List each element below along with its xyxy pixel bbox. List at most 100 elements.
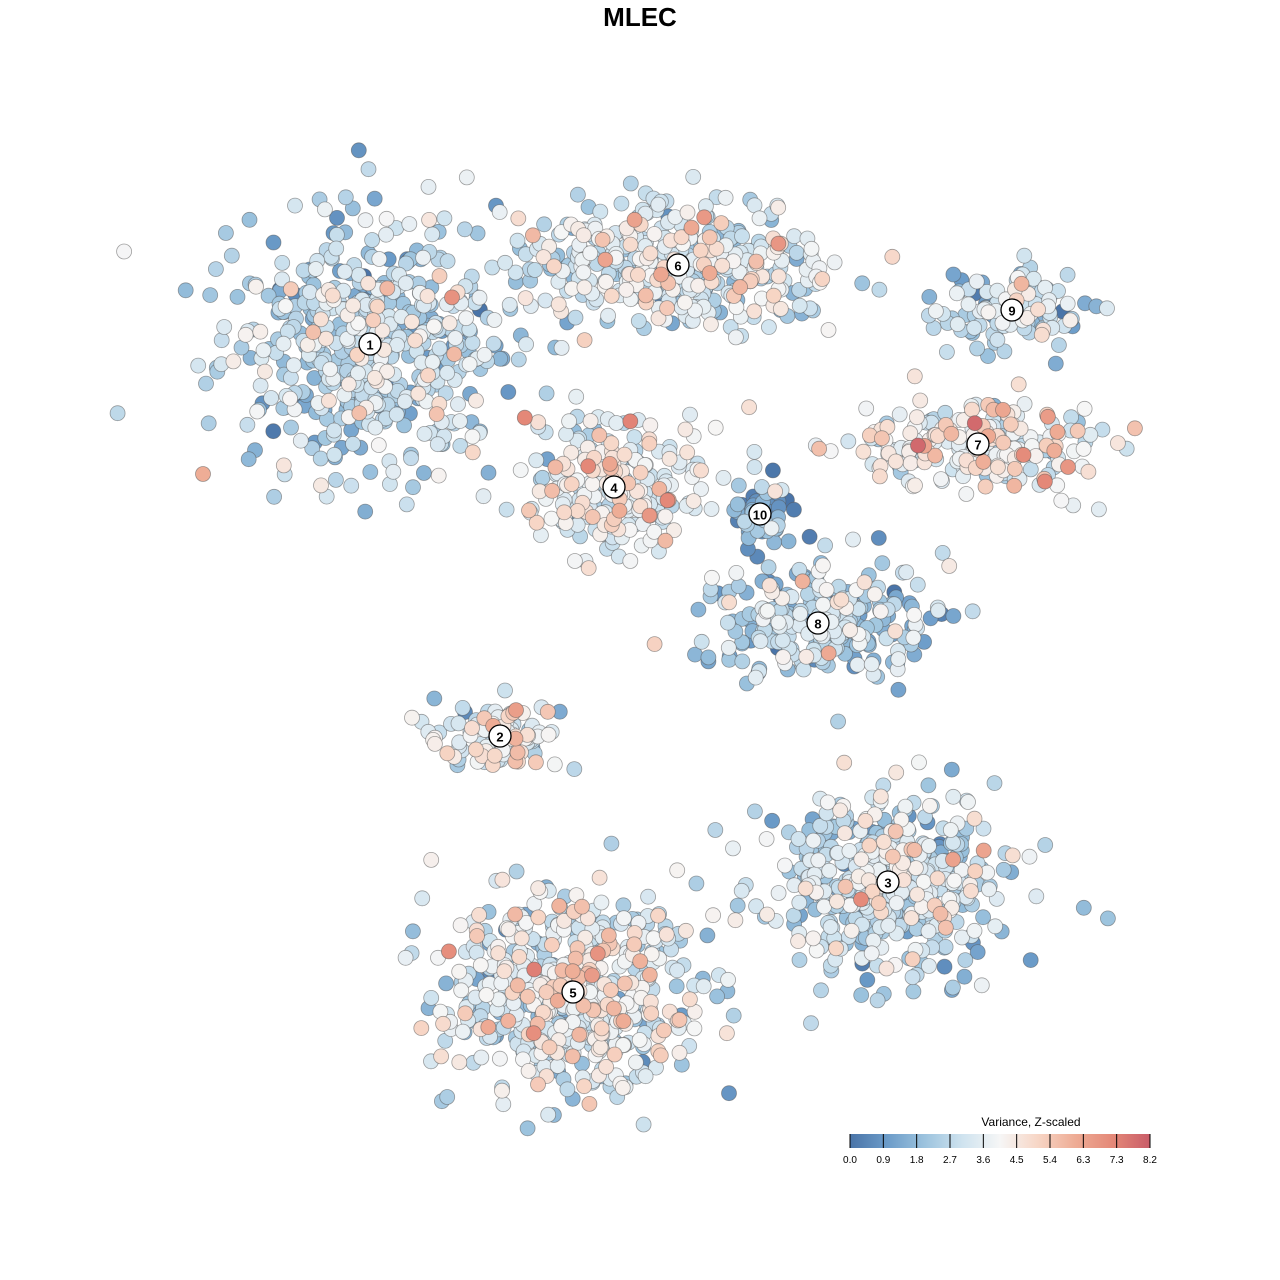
data-point <box>534 469 551 486</box>
data-point <box>657 508 674 525</box>
data-point <box>559 1081 576 1098</box>
data-point <box>282 390 299 407</box>
data-point <box>452 917 469 934</box>
data-point <box>320 392 337 409</box>
data-point <box>441 315 458 332</box>
data-point <box>659 300 675 317</box>
data-point <box>564 1048 581 1065</box>
cluster-label: 3 <box>876 870 900 894</box>
data-point <box>725 1007 742 1024</box>
data-point <box>606 1046 623 1063</box>
data-point <box>497 254 514 271</box>
data-point <box>225 353 242 370</box>
data-point <box>969 340 985 357</box>
data-point <box>265 234 282 251</box>
data-point <box>863 656 880 673</box>
data-point <box>282 281 299 298</box>
data-point <box>641 435 658 452</box>
data-point <box>759 602 776 619</box>
data-point <box>995 861 1012 878</box>
cluster-label-text: 2 <box>496 730 503 745</box>
data-point <box>967 863 984 880</box>
data-point <box>498 501 515 518</box>
chart-title: MLEC <box>603 2 677 32</box>
data-point <box>507 264 524 281</box>
data-point <box>366 369 383 386</box>
data-point <box>360 161 377 178</box>
data-point <box>471 907 488 923</box>
data-point <box>350 315 367 332</box>
data-point <box>248 278 264 295</box>
data-point <box>241 211 258 228</box>
data-point <box>413 1020 430 1036</box>
data-point <box>805 832 822 849</box>
data-point <box>975 909 991 926</box>
data-point <box>500 921 517 938</box>
data-point <box>304 440 321 457</box>
data-point <box>966 922 983 939</box>
data-point <box>921 288 938 305</box>
data-point <box>637 287 654 304</box>
data-point <box>343 477 360 494</box>
data-point <box>584 476 601 493</box>
data-point <box>616 975 633 992</box>
data-point <box>677 421 694 438</box>
data-point <box>405 479 421 496</box>
data-point <box>936 958 953 975</box>
data-point <box>608 415 625 431</box>
data-point <box>842 622 858 638</box>
data-point <box>475 488 492 505</box>
cluster-label: 6 <box>666 253 690 277</box>
data-point <box>500 1013 517 1029</box>
data-point <box>748 898 764 915</box>
data-point <box>828 940 844 957</box>
data-point <box>357 503 374 520</box>
data-point <box>397 275 414 292</box>
data-point <box>528 452 545 469</box>
data-point <box>721 1085 737 1102</box>
data-point <box>898 564 915 581</box>
data-point <box>544 937 560 953</box>
data-point <box>440 943 457 960</box>
data-point <box>679 444 696 461</box>
data-point <box>616 910 632 927</box>
data-point <box>626 211 643 228</box>
cluster-label-text: 7 <box>974 438 981 453</box>
data-point <box>657 532 674 549</box>
data-point <box>266 488 283 505</box>
data-point <box>870 530 887 546</box>
data-point <box>576 1078 592 1095</box>
data-point <box>274 254 291 271</box>
data-point <box>704 569 720 586</box>
data-point <box>709 988 725 1005</box>
data-point <box>909 886 926 903</box>
data-point <box>772 300 789 317</box>
data-point <box>539 703 556 720</box>
data-point <box>397 949 414 966</box>
data-point <box>1033 326 1050 343</box>
data-point <box>370 437 387 454</box>
colorbar-gradient <box>850 1134 1150 1148</box>
data-point <box>945 608 962 624</box>
data-point <box>527 262 543 278</box>
data-point <box>419 288 436 305</box>
cluster-label-text: 9 <box>1008 304 1015 319</box>
data-point <box>584 967 600 984</box>
data-point <box>1047 355 1064 372</box>
data-point <box>606 1000 622 1017</box>
data-point <box>819 794 836 811</box>
data-point <box>601 455 618 472</box>
data-point <box>556 913 572 929</box>
data-point <box>558 426 574 443</box>
data-point <box>942 822 959 838</box>
data-point <box>553 339 570 356</box>
data-point <box>471 289 488 306</box>
data-point <box>575 997 592 1014</box>
data-point <box>416 425 433 442</box>
data-point <box>407 332 424 349</box>
data-point <box>692 242 709 259</box>
data-point <box>420 367 437 384</box>
data-point <box>628 1054 644 1071</box>
data-point <box>904 951 921 968</box>
